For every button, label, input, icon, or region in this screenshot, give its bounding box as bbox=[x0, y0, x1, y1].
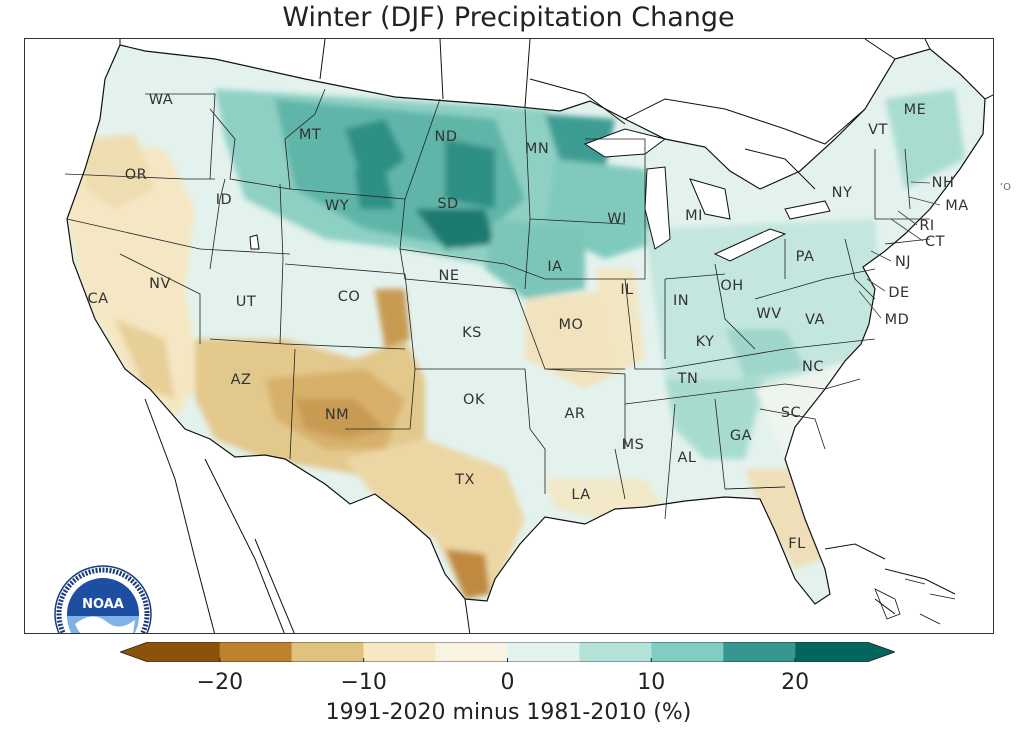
state-label-sc: SC bbox=[780, 405, 802, 421]
state-label-wi: WI bbox=[607, 211, 627, 227]
field-tn-wet bbox=[665, 379, 765, 459]
state-label-nm: NM bbox=[324, 407, 350, 423]
colorbar-label: 1991-2020 minus 1981-2010 (%) bbox=[325, 700, 692, 725]
field-co-dry bbox=[375, 289, 410, 349]
map-title: Winter (DJF) Precipitation Change bbox=[282, 2, 735, 33]
state-boundaries bbox=[64, 88, 931, 520]
state-label-ia: IA bbox=[547, 259, 563, 275]
state-label-va: VA bbox=[805, 312, 825, 328]
colorbar-bin bbox=[507, 642, 580, 662]
colorbar-tick-label: 20 bbox=[781, 670, 810, 695]
state-label-tx: TX bbox=[455, 472, 475, 488]
field-ca-dry bbox=[115, 319, 175, 399]
state-label-wv: WV bbox=[756, 306, 782, 322]
state-label-ok: OK bbox=[463, 392, 485, 408]
great-salt-lake bbox=[249, 234, 260, 250]
state-label-fl: FL bbox=[788, 536, 806, 552]
state-label-ky: KY bbox=[695, 334, 715, 350]
state-label-id: ID bbox=[215, 192, 233, 208]
lake-ontario bbox=[784, 200, 831, 220]
state-label-vt: VT bbox=[868, 122, 888, 138]
state-label-ut: UT bbox=[235, 294, 257, 310]
state-label-ny: NY bbox=[831, 185, 853, 201]
state-label-oh: OH bbox=[720, 278, 744, 294]
state-label-or: OR bbox=[124, 167, 148, 183]
state-label-mi: MI bbox=[685, 208, 703, 224]
state-label-nv: NV bbox=[149, 276, 171, 292]
field-wv-wet bbox=[725, 329, 805, 379]
state-label-wa: WA bbox=[148, 92, 174, 108]
state-label-nh: NH bbox=[931, 175, 955, 191]
colorbar-bin bbox=[723, 642, 796, 662]
field-south-texas-dry bbox=[445, 549, 490, 599]
neighbor-borders bbox=[119, 39, 993, 633]
state-label-tn: TN bbox=[677, 371, 699, 387]
state-label-nd: ND bbox=[434, 129, 458, 145]
state-label-az: AZ bbox=[230, 372, 252, 388]
colorbar-bin bbox=[579, 642, 652, 662]
state-label-ar: AR bbox=[564, 406, 586, 422]
colorbar-bin bbox=[651, 642, 724, 662]
colorbar-bin bbox=[363, 642, 436, 662]
noaa-logo-text: NOAA bbox=[82, 597, 124, 612]
colorbar bbox=[120, 642, 895, 662]
colorbar-bin bbox=[435, 642, 508, 662]
field-nd-core-wet bbox=[445, 139, 495, 209]
colorbar-tick-label: −20 bbox=[196, 670, 244, 695]
map-panel: WA OR CA ID NV MT WY UT AZ CO NM ND SD N… bbox=[24, 38, 994, 634]
state-label-nc: NC bbox=[802, 359, 824, 375]
state-label-mo: MO bbox=[558, 317, 584, 333]
colorbar-bin bbox=[291, 642, 364, 662]
state-label-ct: CT bbox=[925, 234, 945, 250]
state-label-in: IN bbox=[672, 293, 690, 309]
colorbar-bin bbox=[120, 642, 220, 662]
state-label-me: ME bbox=[903, 102, 927, 118]
state-label-ca: CA bbox=[87, 291, 109, 307]
state-label-wy: WY bbox=[324, 198, 350, 214]
state-label-md: MD bbox=[884, 312, 910, 328]
lake-huron bbox=[689, 178, 731, 220]
state-label-co: CO bbox=[337, 289, 361, 305]
colorbar-tick-label: 0 bbox=[500, 670, 515, 695]
precipitation-change-map bbox=[64, 39, 993, 633]
noaa-logo: NOAA bbox=[54, 565, 152, 633]
colorbar-bin bbox=[795, 642, 895, 662]
state-label-ms: MS bbox=[621, 437, 645, 453]
state-label-ma: MA bbox=[945, 198, 969, 214]
colorbar-tick-label: −10 bbox=[340, 670, 387, 695]
state-label-nj: NJ bbox=[894, 254, 912, 270]
field-sd-core-wet bbox=[415, 209, 495, 249]
state-label-il: IL bbox=[620, 282, 634, 298]
lake-erie bbox=[713, 228, 787, 262]
state-label-de: DE bbox=[888, 285, 910, 301]
state-label-ri: RI bbox=[919, 218, 935, 234]
state-label-mt: MT bbox=[298, 127, 322, 143]
state-label-sd: SD bbox=[437, 196, 459, 212]
field-maine-wet bbox=[885, 89, 965, 189]
field-wy-core-wet bbox=[355, 169, 395, 209]
state-label-al: AL bbox=[677, 450, 697, 466]
colorbar-tick-label: 10 bbox=[637, 670, 666, 695]
state-label-ne: NE bbox=[438, 268, 460, 284]
state-label-ks: KS bbox=[462, 325, 482, 341]
field-oregon-dry bbox=[85, 134, 155, 209]
colorbar-bin bbox=[219, 642, 292, 662]
state-label-ga: GA bbox=[729, 428, 753, 444]
edge-fragment-text: ʻO bbox=[1000, 182, 1012, 193]
state-label-mn: MN bbox=[524, 141, 550, 157]
state-label-la: LA bbox=[571, 487, 591, 503]
island-outlines bbox=[874, 578, 956, 625]
state-label-pa: PA bbox=[795, 249, 815, 265]
